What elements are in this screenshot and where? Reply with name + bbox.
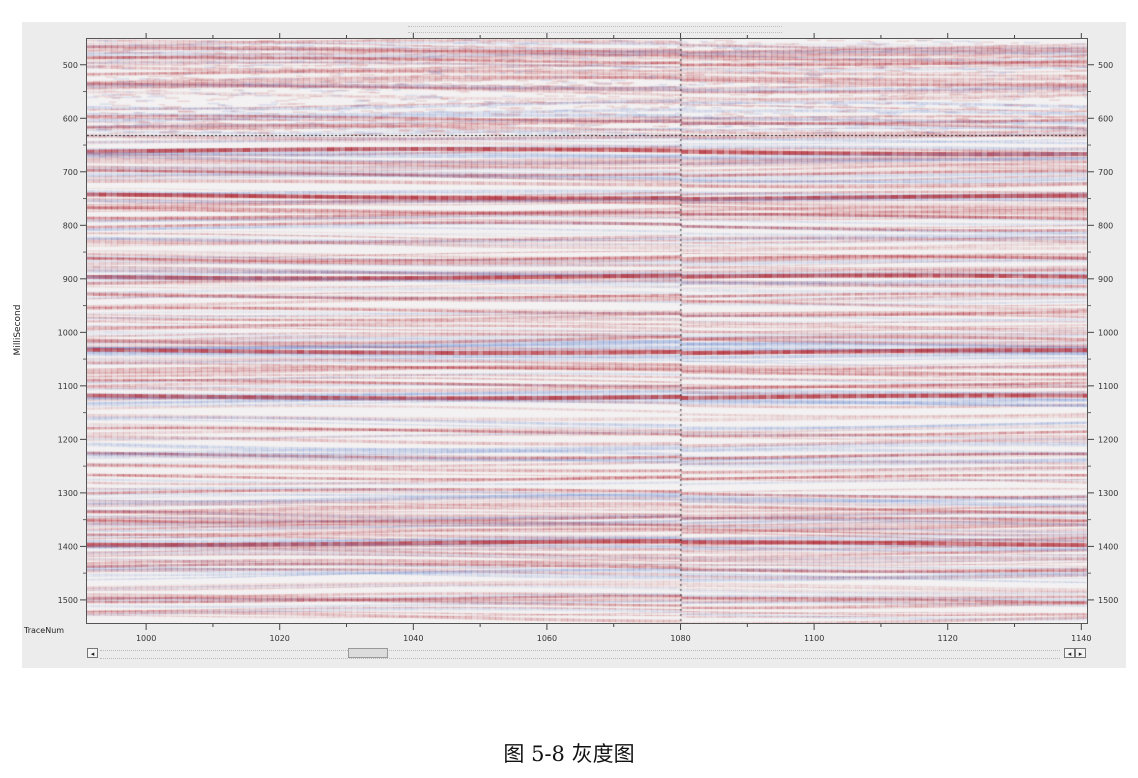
scroll-left-button[interactable]: ◂ — [87, 648, 98, 658]
scrollbar-track[interactable] — [100, 650, 1060, 659]
figure-caption: 图 5-8 灰度图 — [503, 742, 635, 766]
top-scrollbar-track[interactable] — [408, 26, 782, 33]
scroll-left-button-right[interactable]: ◂ — [1064, 648, 1075, 658]
seismic-section-plot[interactable] — [86, 38, 1088, 624]
scroll-right-button[interactable]: ▸ — [1075, 648, 1086, 658]
horizontal-scrollbar[interactable]: ◂ ◂ ▸ — [86, 647, 1090, 660]
y-axis-label: MilliSecond — [13, 304, 23, 356]
x-axis-label: TraceNum — [24, 626, 65, 635]
seismic-amplitude-image — [87, 39, 1087, 623]
scrollbar-thumb[interactable] — [348, 648, 388, 658]
